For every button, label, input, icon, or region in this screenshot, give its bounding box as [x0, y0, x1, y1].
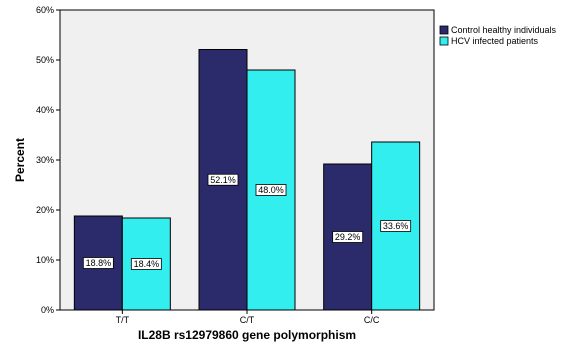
y-tick-label: 20%	[36, 205, 54, 215]
data-label: 48.0%	[258, 185, 284, 195]
data-label: 18.4%	[134, 259, 160, 269]
data-label: 52.1%	[210, 175, 236, 185]
data-label: 33.6%	[383, 221, 409, 231]
y-tick-label: 0%	[41, 305, 54, 315]
legend-label: HCV infected patients	[451, 36, 539, 46]
x-tick-label: T/T	[116, 315, 130, 325]
legend-label: Control healthy individuals	[451, 25, 557, 35]
data-label: 18.8%	[86, 258, 112, 268]
y-axis-title: Percent	[13, 138, 27, 182]
data-label-box	[82, 257, 114, 269]
y-tick-label: 30%	[36, 155, 54, 165]
x-axis-title: IL28B rs12979860 gene polymorphism	[138, 328, 356, 342]
data-label-box	[130, 258, 162, 270]
y-tick-label: 50%	[36, 55, 54, 65]
data-label: 29.2%	[335, 232, 361, 242]
legend-swatch	[439, 25, 449, 35]
y-tick-label: 60%	[36, 5, 54, 15]
data-label-box	[332, 231, 364, 243]
x-tick-label: C/C	[364, 315, 380, 325]
x-tick-label: C/T	[240, 315, 255, 325]
legend-swatch	[439, 36, 449, 46]
y-tick-label: 10%	[36, 255, 54, 265]
data-labels: 18.8% 18.4% 52.1% 48.0% 29.2% 33.6%	[82, 173, 412, 270]
y-axis: 0% 10% 20% 30% 40% 50% 60%	[36, 5, 60, 315]
y-tick-label: 40%	[36, 105, 54, 115]
data-label-box	[207, 173, 239, 186]
data-label-box	[255, 184, 287, 196]
data-label-box	[380, 220, 412, 232]
x-axis: T/T C/T C/C	[116, 310, 380, 325]
